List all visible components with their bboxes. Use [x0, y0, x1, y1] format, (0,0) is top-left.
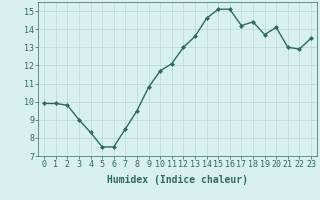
- X-axis label: Humidex (Indice chaleur): Humidex (Indice chaleur): [107, 175, 248, 185]
